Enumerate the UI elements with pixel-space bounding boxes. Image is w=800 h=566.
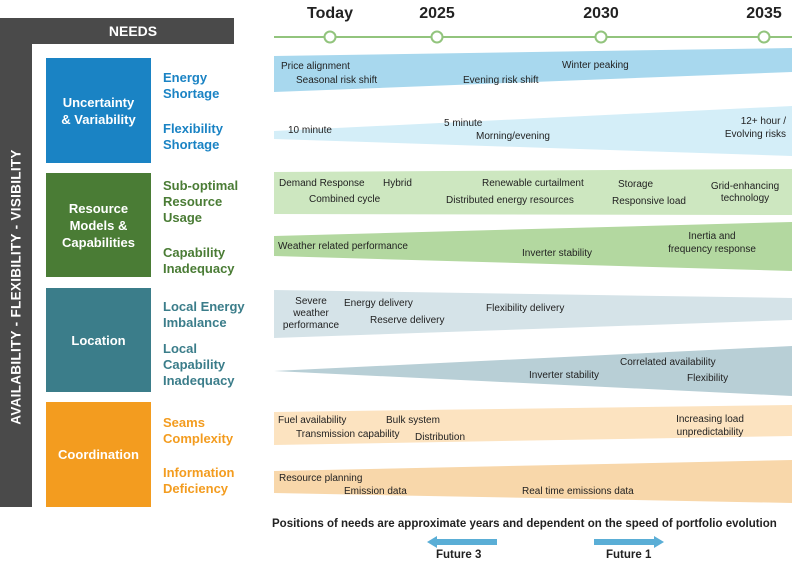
band-flexibility-shortage <box>274 106 792 156</box>
side-bar <box>0 18 32 507</box>
needs-header <box>32 18 234 44</box>
band-label: Evolving risks <box>724 129 786 140</box>
sub-seams-complexity: Seams Complexity <box>163 415 234 446</box>
sub-flexibility-shortage: Flexibility Shortage <box>163 121 223 152</box>
band-label: frequency response <box>668 244 756 255</box>
band-label: Demand Response <box>279 178 365 189</box>
band-label: Emission data <box>344 486 407 497</box>
band-label: Increasing load <box>676 414 744 425</box>
band-local-capability-inadequacy <box>274 346 792 396</box>
sub-suboptimal-usage: Sub-optimal Resource Usage <box>163 178 239 225</box>
band-capability-inadequacy <box>274 222 792 271</box>
band-label: Evening risk shift <box>463 75 539 86</box>
band-local-energy-imbalance <box>274 290 792 338</box>
future3-arrow-icon <box>427 536 497 548</box>
timeline-marker-today <box>323 30 337 44</box>
sub-energy-shortage: Energy Shortage <box>163 70 220 101</box>
timeline-marker-2035 <box>757 30 771 44</box>
band-label: Energy delivery <box>344 298 413 309</box>
band-label: Combined cycle <box>309 194 381 205</box>
band-label: weather <box>293 308 329 319</box>
band-seams-complexity <box>274 405 792 445</box>
band-label: Weather related performance <box>278 241 408 252</box>
year-label-2025: 2025 <box>419 5 455 22</box>
timeline-marker-2030 <box>594 30 608 44</box>
timeline-marker-2025 <box>430 30 444 44</box>
band-label: Distributed energy resources <box>446 195 574 206</box>
sub-local-energy-imbalance: Local Energy Imbalance <box>163 299 245 330</box>
band-label: Renewable curtailment <box>482 178 584 189</box>
band-label: unpredictability <box>676 427 744 438</box>
band-label: Seasonal risk shift <box>296 75 378 86</box>
band-label: Winter peaking <box>562 60 629 71</box>
sub-local-capability-inadequacy: Local Capability Inadequacy <box>163 341 235 388</box>
category-resource-models: Resource Models & Capabilities <box>46 173 151 277</box>
band-label: Inertia and <box>688 231 736 242</box>
band-label: Storage <box>618 179 654 190</box>
band-label: Real time emissions data <box>522 486 634 497</box>
year-label-today: Today <box>307 5 353 22</box>
band-label: 10 minute <box>288 125 332 136</box>
band-label: Inverter stability <box>522 248 593 259</box>
year-label-2030: 2030 <box>583 5 619 22</box>
band-label: Morning/evening <box>476 131 550 142</box>
band-label: Correlated availability <box>620 357 716 368</box>
category-coordination: Coordination <box>46 402 151 507</box>
band-label: Severe <box>295 296 327 307</box>
band-label: Reserve delivery <box>370 315 445 326</box>
band-label: technology <box>720 193 770 204</box>
timeline-axis <box>274 30 792 44</box>
band-label: 12+ hour / <box>740 116 786 127</box>
sub-information-deficiency: Information Deficiency <box>163 465 235 496</box>
band-label: Fuel availability <box>278 415 347 426</box>
band-information-deficiency <box>274 460 792 503</box>
category-uncertainty-variability: Uncertainty & Variability <box>46 58 151 163</box>
band-label: Grid-enhancing <box>710 181 780 192</box>
band-suboptimal-usage <box>274 169 792 215</box>
band-label: Hybrid <box>383 178 412 189</box>
future1-arrow-icon <box>594 536 664 548</box>
category-location: Location <box>46 288 151 392</box>
band-label: Inverter stability <box>529 370 600 381</box>
band-label: Responsive load <box>612 196 686 207</box>
band-label: Transmission capability <box>296 429 400 440</box>
band-label: Price alignment <box>281 61 350 72</box>
band-label: performance <box>282 320 340 331</box>
needs-header-label: NEEDS <box>108 23 158 39</box>
footer-note: Positions of needs are approximate years… <box>272 518 777 530</box>
future3-label: Future 3 <box>436 549 482 561</box>
year-label-2035: 2035 <box>746 5 782 22</box>
band-label: 5 minute <box>444 118 483 129</box>
band-label: Resource planning <box>279 473 363 484</box>
band-label: Flexibility <box>687 373 729 384</box>
band-energy-shortage <box>274 48 792 92</box>
band-label: Bulk system <box>386 415 440 426</box>
band-label: Flexibility delivery <box>486 303 565 314</box>
band-label: Distribution <box>415 432 466 443</box>
sub-capability-inadequacy: Capability Inadequacy <box>163 245 235 276</box>
future1-label: Future 1 <box>606 549 652 561</box>
